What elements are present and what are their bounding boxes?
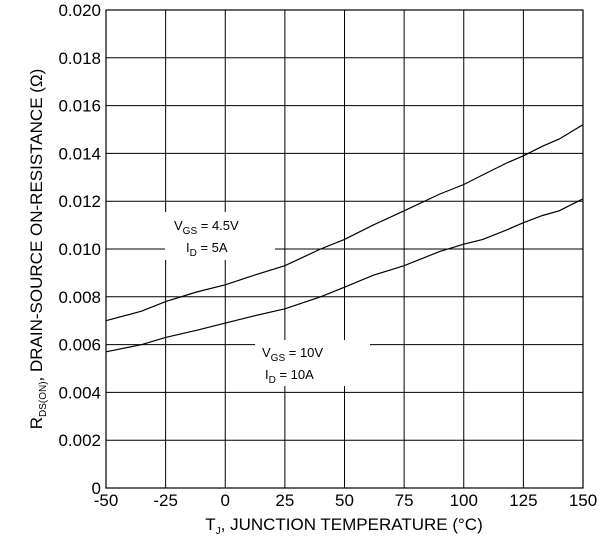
y-tick-label: 0.002 — [58, 431, 101, 450]
y-tick-label: 0.008 — [58, 288, 101, 307]
annotation-2-line-2: ID = 10A — [265, 367, 314, 386]
y-tick-label: 0 — [92, 479, 101, 498]
series-line-2 — [105, 198, 584, 353]
x-tick-label: 125 — [509, 491, 537, 510]
x-tick-label: 75 — [395, 491, 414, 510]
y-tick-label: 0.018 — [58, 49, 101, 68]
y-axis-label: RDS(ON), DRAIN-SOURCE ON-RESISTANCE (Ω) — [27, 69, 49, 430]
series-layer — [105, 124, 584, 353]
y-tick-label: 0.006 — [58, 336, 101, 355]
annotation-2-background — [255, 340, 370, 386]
annotation-1-line-1: VGS = 4.5V — [174, 218, 239, 237]
x-tick-label: 50 — [335, 491, 354, 510]
x-tick-label: 25 — [275, 491, 294, 510]
tick-labels: -50 -25 0 25 50 75 100 125 150 0 0.002 0.004 0.006 0.… — [58, 1, 597, 510]
y-tick-label: 0.014 — [58, 144, 101, 163]
y-tick-label: 0.016 — [58, 97, 101, 116]
annotation-1-line-2: ID = 5A — [186, 240, 228, 259]
x-tick-label: -50 — [94, 491, 119, 510]
series-2-annotation: VGS = 10V ID = 10A — [255, 340, 370, 386]
annotation-1-background — [165, 212, 275, 260]
plot-frame — [105, 9, 584, 489]
y-tick-label: 0.012 — [58, 192, 101, 211]
y-tick-label: 0.020 — [58, 1, 101, 20]
x-axis-label: TJ, JUNCTION TEMPERATURE (°C) — [205, 515, 483, 537]
x-tick-label: 0 — [221, 491, 230, 510]
x-tick-label: 150 — [569, 491, 597, 510]
x-tick-label: -25 — [153, 491, 178, 510]
annotation-2-line-1: VGS = 10V — [262, 345, 323, 364]
y-tick-label: 0.004 — [58, 383, 101, 402]
y-tick-label: 0.010 — [58, 240, 101, 259]
x-tick-label: 100 — [450, 491, 478, 510]
series-line-1 — [105, 124, 584, 322]
series-1-annotation: VGS = 4.5V ID = 5A — [165, 212, 275, 260]
